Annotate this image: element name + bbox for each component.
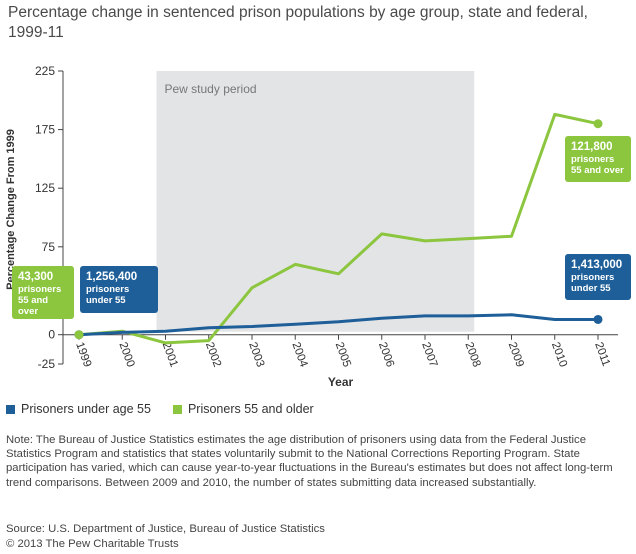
y-axis-title: Percentage Change From 1999 [5,129,17,290]
legend-label-under-55: Prisoners under age 55 [21,402,151,416]
x-tick-label: 2007 [419,341,439,369]
callout-end-under-55-value: 1,413,000 [571,259,623,271]
legend-item-55-and-older: Prisoners 55 and older [172,402,314,416]
y-tick-label: 0 [48,328,55,342]
legend-swatch-blue [6,404,15,414]
x-tick-label: 2003 [246,341,266,369]
data-point-under-55-2011 [593,314,603,324]
copyright-line: © 2013 The Pew Charitable Trusts [6,537,179,550]
source-block: Source: U.S. Department of Justice, Bure… [6,522,325,551]
x-tick-label: 2005 [333,341,353,369]
x-tick-label: 2004 [289,341,309,370]
x-tick-label: 2000 [116,341,136,369]
callout-end-55-and-over-value: 121,800 [571,141,613,153]
x-tick-label: 2009 [506,341,526,369]
chart-note: Note: The Bureau of Justice Statistics e… [6,434,613,489]
study-period-label: Pew study period [165,82,257,96]
x-tick-label: 2008 [462,341,482,369]
legend-swatch-green [172,404,182,414]
callout-start-under-55: 1,256,400 prisoners under 55 [80,266,158,313]
callout-start-under-55-text: prisoners under 55 [86,284,130,306]
legend: Prisoners under age 55 Prisoners 55 and … [6,402,336,416]
x-tick-label: 2006 [376,341,396,369]
data-point-55-and-older-1999 [74,330,84,340]
legend-label-55-and-older: Prisoners 55 and older [187,402,314,416]
source-line: Source: U.S. Department of Justice, Bure… [6,523,325,535]
callout-end-55-and-over-text: prisoners 55 and over [571,154,624,176]
x-tick-label: 2010 [549,341,569,369]
y-tick-label: -25 [38,357,56,371]
chart-title: Percentage change in sentenced prison po… [8,4,588,41]
series-line-under-55 [77,313,600,337]
callout-start-under-55-value: 1,256,400 [86,271,138,283]
y-tick-label: 75 [42,240,56,254]
legend-item-under-55: Prisoners under age 55 [6,402,151,416]
x-tick-label: 2011 [592,341,612,368]
data-point-55-and-older-2011 [593,119,603,129]
callout-end-55-and-over: 121,800 prisoners 55 and over [565,136,631,182]
callout-end-under-55-text: prisoners under 55 [571,272,615,294]
callout-start-55-and-over: 43,300 prisoners 55 and over [12,266,74,319]
y-tick-label: 225 [35,64,55,78]
series-line-55-and-older [77,112,600,345]
y-tick-label: 125 [35,181,55,195]
callout-start-55-and-over-value: 43,300 [18,271,54,283]
x-tick-label: 2001 [160,341,180,369]
x-axis-title: Year [328,375,354,389]
study-period-band [156,71,475,332]
callout-start-55-and-over-text: prisoners 55 and over [18,284,62,317]
callout-end-under-55: 1,413,000 prisoners under 55 [565,254,631,300]
x-tick-label: 2002 [203,341,223,369]
x-tick-label: 1999 [73,341,93,369]
y-tick-label: 175 [35,123,55,137]
line-chart: Pew study period 22517512575250-25199920… [5,64,618,389]
